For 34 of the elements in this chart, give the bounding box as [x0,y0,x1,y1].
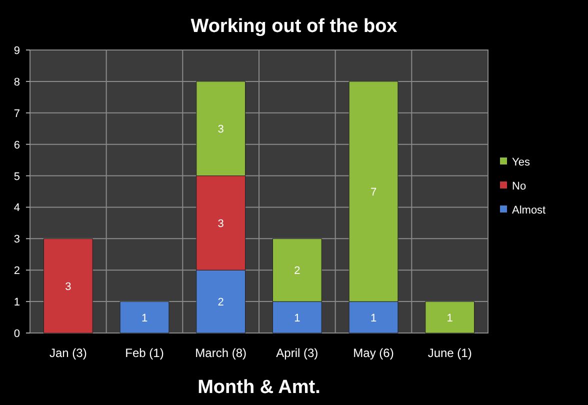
data-label: 1 [446,312,453,324]
x-axis-title: Month & Amt. [198,377,320,398]
y-tick-label: 9 [14,45,20,57]
y-tick-label: 7 [14,108,20,120]
bar [43,238,93,334]
x-tick-label: Jan (3) [49,346,87,360]
data-label: 2 [218,296,224,309]
y-tick-label: 6 [14,139,20,152]
y-tick-label: 0 [14,328,20,340]
data-label: 3 [218,218,224,230]
data-label: 7 [370,186,377,198]
y-tick-label: 5 [14,170,20,183]
bar [120,301,170,334]
data-label: 1 [370,312,377,324]
legend-label: Yes [512,156,530,168]
x-tick-label: April (3) [276,346,318,360]
y-tick-label: 8 [14,76,20,88]
y-tick-label: 3 [14,234,20,246]
x-tick-label: June (1) [428,346,472,360]
data-label: 3 [65,280,72,293]
data-label: 3 [218,124,224,136]
data-label: 1 [141,312,148,324]
y-tick-label: 4 [14,202,20,214]
x-tick-label: Feb (1) [125,346,164,360]
legend-label: Almost [512,204,546,216]
y-tick-label: 1 [14,296,20,309]
legend-label: No [512,180,526,192]
x-tick-label: May (6) [353,346,394,360]
y-tick-label: 2 [14,265,20,278]
bar [425,301,475,334]
data-label: 1 [294,312,300,324]
chart-title: Working out of the box [190,16,398,37]
x-tick-label: March (8) [195,346,247,360]
data-label: 2 [294,265,300,278]
